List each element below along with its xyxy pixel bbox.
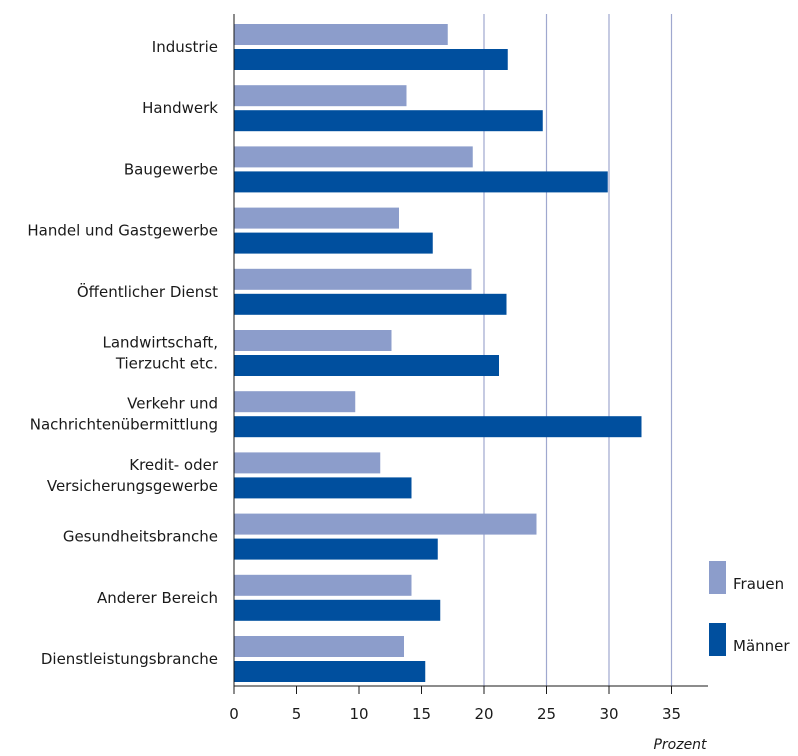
bar-mnner-5 bbox=[234, 355, 499, 376]
legend-swatch-frauen bbox=[709, 561, 726, 594]
x-tick-label: 25 bbox=[537, 705, 556, 723]
bar-mnner-8 bbox=[234, 538, 438, 560]
legend-label: Männer bbox=[733, 637, 790, 655]
legend-swatch-mnner bbox=[709, 623, 726, 656]
bar-mnner-6 bbox=[234, 416, 642, 438]
category-label: Industrie bbox=[152, 38, 218, 56]
bar-frauen-8 bbox=[234, 513, 537, 535]
bar-mnner-1 bbox=[234, 110, 543, 132]
bar-frauen-5 bbox=[234, 330, 392, 351]
category-label: Verkehr und bbox=[127, 395, 218, 413]
category-label: Handel und Gastgewerbe bbox=[27, 222, 218, 240]
category-label: Nachrichtenübermittlung bbox=[30, 416, 218, 434]
x-tick-label: 30 bbox=[599, 705, 618, 723]
category-label: Versicherungsgewerbe bbox=[47, 477, 218, 495]
bar-frauen-1 bbox=[234, 85, 407, 107]
bar-mnner-4 bbox=[234, 293, 507, 315]
category-label: Landwirtschaft, bbox=[103, 334, 219, 352]
bar-frauen-10 bbox=[234, 636, 404, 657]
bar-frauen-9 bbox=[234, 574, 412, 596]
legend-label: Frauen bbox=[733, 575, 784, 593]
x-tick-label: 15 bbox=[412, 705, 431, 723]
x-axis-unit-label: Prozent bbox=[653, 737, 707, 753]
bar-mnner-9 bbox=[234, 599, 441, 621]
category-label: Dienstleistungsbranche bbox=[41, 650, 218, 668]
category-labels: Industrie Handwerk Baugewerbe Handel und Ga… bbox=[27, 38, 218, 668]
category-label: Handwerk bbox=[142, 99, 218, 117]
x-tick-label: 20 bbox=[474, 705, 493, 723]
bars bbox=[234, 24, 642, 682]
category-label: Gesundheitsbranche bbox=[63, 528, 218, 546]
gridlines bbox=[483, 14, 673, 686]
x-tick-label: 10 bbox=[349, 705, 368, 723]
bar-mnner-3 bbox=[234, 232, 433, 254]
category-label: Baugewerbe bbox=[124, 160, 218, 178]
category-label: Öffentlicher Dienst bbox=[77, 282, 218, 301]
category-label: Kredit- oder bbox=[129, 456, 219, 474]
x-tick-label: 0 bbox=[229, 705, 239, 723]
bar-mnner-0 bbox=[234, 49, 508, 70]
bar-mnner-7 bbox=[234, 477, 412, 499]
bar-frauen-7 bbox=[234, 452, 381, 474]
bar-frauen-3 bbox=[234, 207, 399, 229]
bar-frauen-2 bbox=[234, 146, 473, 168]
bar-mnner-10 bbox=[234, 661, 426, 682]
category-label: Tierzucht etc. bbox=[115, 355, 218, 373]
x-axis-ticks: 0 5 10 15 20 25 30 35 bbox=[229, 686, 681, 723]
x-tick-label: 5 bbox=[292, 705, 302, 723]
category-label: Anderer Bereich bbox=[97, 589, 218, 607]
bar-frauen-0 bbox=[234, 24, 448, 45]
bar-mnner-2 bbox=[234, 171, 608, 193]
bar-frauen-4 bbox=[234, 268, 472, 290]
bar-frauen-6 bbox=[234, 391, 356, 413]
axes bbox=[233, 14, 708, 687]
x-tick-label: 35 bbox=[662, 705, 681, 723]
legend: Frauen Männer bbox=[709, 561, 790, 656]
